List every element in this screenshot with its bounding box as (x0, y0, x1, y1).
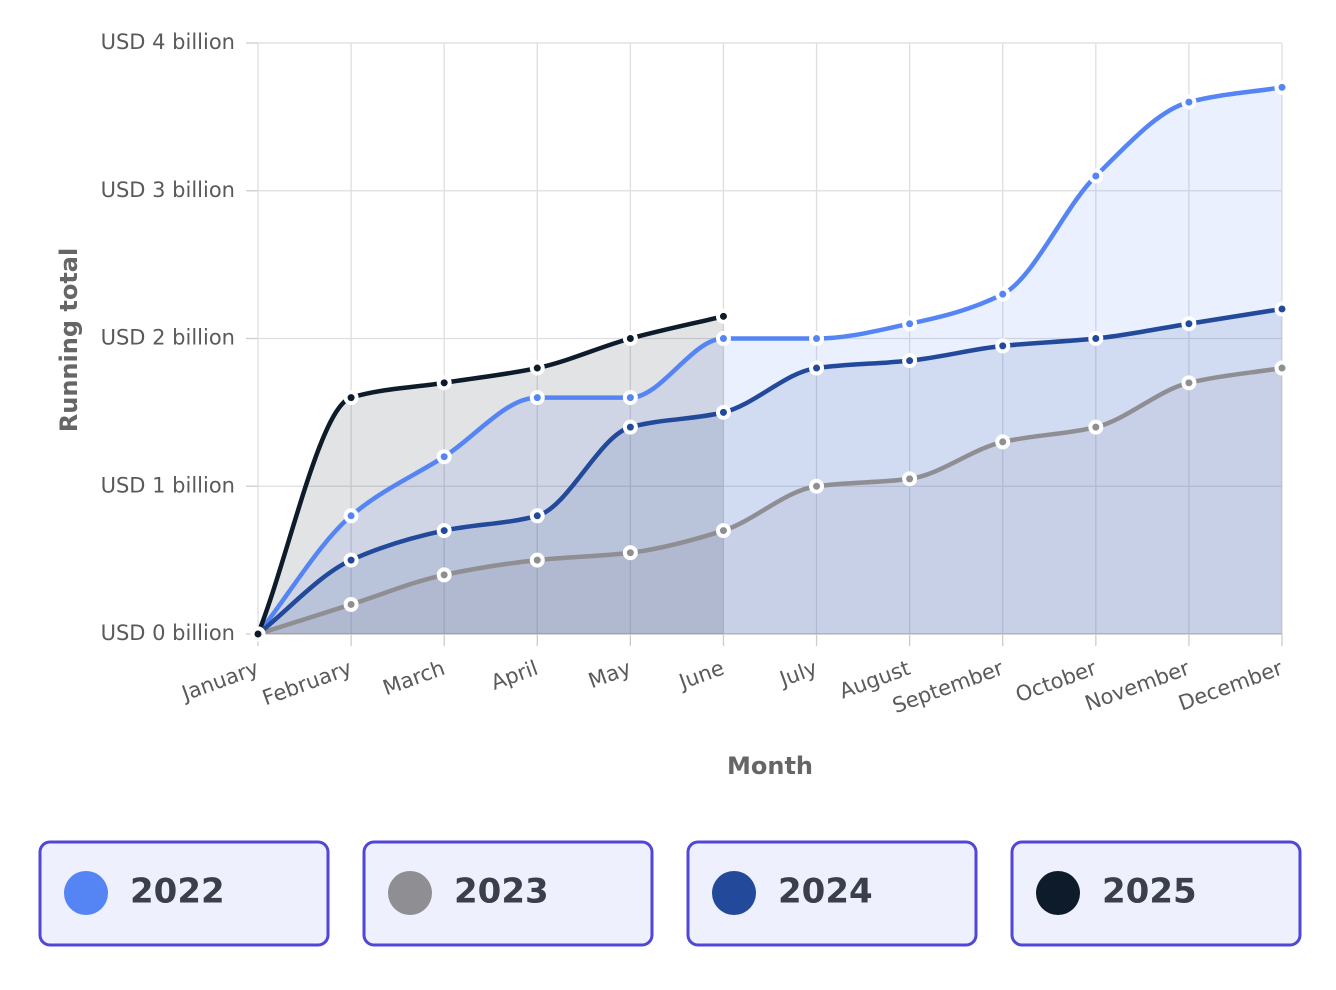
point (436, 449, 452, 465)
legend-button[interactable] (38, 840, 330, 947)
point (343, 596, 359, 612)
point (1181, 94, 1197, 110)
point (1181, 375, 1197, 391)
y-tick-label: USD 0 billion (101, 621, 235, 645)
point (715, 308, 731, 324)
x-tick-label: June (674, 656, 727, 695)
point (809, 360, 825, 376)
point (343, 552, 359, 568)
x-tick-label: February (259, 656, 355, 710)
legend-item[interactable]: 2023 (362, 840, 654, 947)
legend-swatch (64, 871, 108, 915)
legend-label: 2022 (130, 872, 225, 912)
point (1274, 360, 1290, 376)
y-tick-label: USD 1 billion (101, 473, 235, 497)
point (343, 390, 359, 406)
legend-button[interactable] (686, 840, 978, 947)
point (809, 331, 825, 346)
point (1274, 301, 1290, 317)
point (715, 404, 731, 420)
point (622, 331, 638, 346)
legend: 2022 2023 2024 2025 (38, 840, 1302, 947)
line (256, 85, 1283, 636)
area (258, 368, 1282, 634)
points (250, 79, 1290, 642)
point (902, 471, 918, 487)
legend-button[interactable] (1010, 840, 1302, 947)
point (622, 390, 638, 406)
point (902, 353, 918, 369)
y-tick-label: USD 2 billion (101, 326, 235, 350)
x-tick-label: April (488, 656, 541, 695)
area (258, 87, 1282, 634)
point (995, 286, 1011, 302)
point (809, 478, 825, 494)
point (622, 545, 638, 561)
point (529, 360, 545, 376)
legend-swatch (388, 871, 432, 915)
point (1088, 419, 1104, 435)
legend-item[interactable]: 2024 (686, 840, 978, 947)
point (436, 567, 452, 583)
legend-item[interactable]: 2025 (1010, 840, 1302, 947)
y-axis-title: Running total (55, 248, 83, 432)
areas (258, 87, 1282, 634)
point (622, 419, 638, 435)
x-tick-label: November (1082, 656, 1193, 716)
x-tick-label: March (380, 656, 448, 700)
legend-swatch (712, 871, 756, 915)
point (529, 508, 545, 524)
point (1274, 79, 1290, 95)
y-tick-label: USD 3 billion (101, 178, 235, 202)
point (436, 375, 452, 391)
point (250, 626, 266, 642)
legend-label: 2024 (778, 872, 873, 912)
point (715, 523, 731, 539)
legend-swatch (1036, 871, 1080, 915)
x-tick-label: May (585, 656, 634, 693)
point (436, 523, 452, 539)
area (258, 316, 724, 634)
point (343, 508, 359, 524)
point (995, 434, 1011, 450)
point (715, 331, 731, 346)
point (1181, 316, 1197, 332)
point (1088, 168, 1104, 184)
x-axis-title: Month (727, 752, 813, 780)
point (529, 552, 545, 568)
point (902, 316, 918, 332)
legend-label: 2025 (1102, 872, 1197, 912)
x-tick-label: December (1175, 656, 1286, 716)
point (1088, 331, 1104, 346)
legend-item[interactable]: 2022 (38, 840, 330, 947)
point (995, 338, 1011, 354)
x-tick-label: July (775, 656, 821, 692)
legend-label: 2023 (454, 872, 549, 912)
legend-button[interactable] (362, 840, 654, 947)
point (529, 390, 545, 406)
y-tick-label: USD 4 billion (101, 30, 235, 54)
x-tick-label: January (177, 656, 262, 706)
area (258, 308, 1282, 634)
